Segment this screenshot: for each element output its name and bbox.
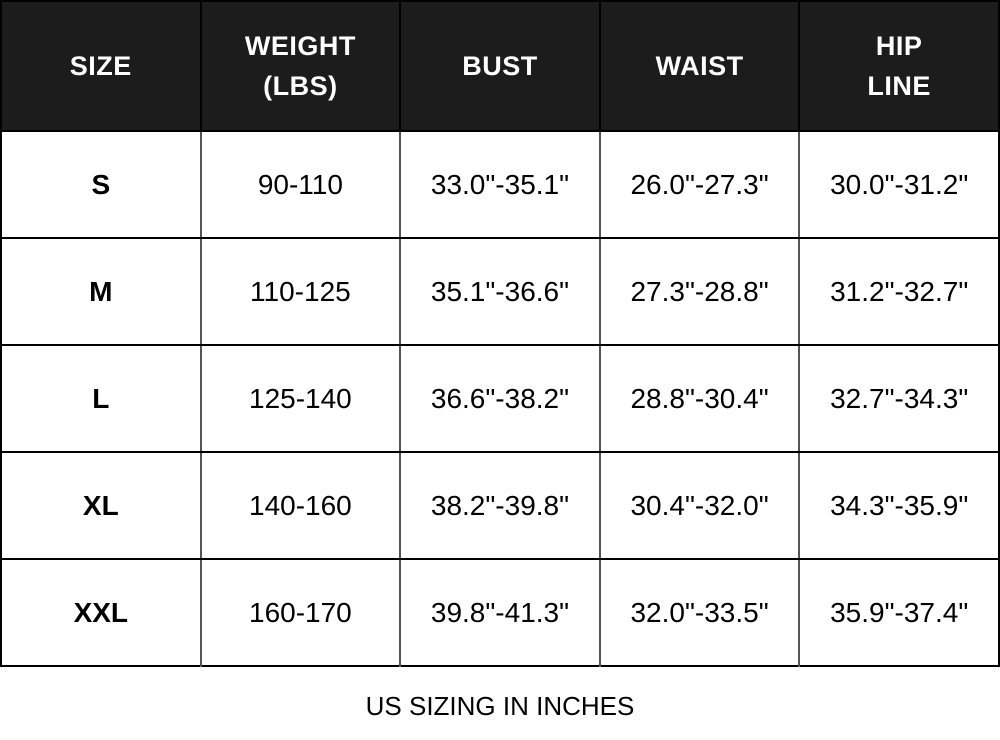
bust-cell: 36.6"-38.2" <box>400 345 601 453</box>
table-row-xxl: XXL 160-170 39.8"-41.3" 32.0"-33.5" 35.9… <box>1 559 999 666</box>
waist-cell: 26.0"-27.3" <box>599 131 801 239</box>
weight-cell: 110-125 <box>200 238 402 346</box>
header-waist: WAIST <box>599 1 801 132</box>
weight-cell: 125-140 <box>200 345 402 453</box>
hip-cell: 31.2"-32.7" <box>799 238 999 346</box>
waist-cell: 28.8"-30.4" <box>599 345 801 453</box>
size-chart-header: SIZE WEIGHT (LBS) BUST WAIST HIP LINE <box>1 1 999 132</box>
header-row: SIZE WEIGHT (LBS) BUST WAIST HIP LINE <box>1 1 999 132</box>
waist-cell: 27.3"-28.8" <box>599 238 801 346</box>
bust-cell: 35.1"-36.6" <box>400 238 601 346</box>
hip-cell: 30.0"-31.2" <box>799 131 999 239</box>
size-cell: L <box>1 345 202 453</box>
weight-cell: 90-110 <box>200 131 402 239</box>
table-row-m: M 110-125 35.1"-36.6" 27.3"-28.8" 31.2"-… <box>1 238 999 346</box>
bust-cell: 33.0"-35.1" <box>400 131 601 239</box>
header-weight: WEIGHT (LBS) <box>200 1 402 132</box>
size-chart-body: S 90-110 33.0"-35.1" 26.0"-27.3" 30.0"-3… <box>1 131 999 666</box>
size-cell: M <box>1 238 202 346</box>
table-row-s: S 90-110 33.0"-35.1" 26.0"-27.3" 30.0"-3… <box>1 131 999 239</box>
size-chart-table: SIZE WEIGHT (LBS) BUST WAIST HIP LINE S … <box>0 0 1000 667</box>
bust-cell: 39.8"-41.3" <box>400 559 601 666</box>
weight-cell: 140-160 <box>200 452 402 560</box>
hip-cell: 35.9"-37.4" <box>799 559 999 666</box>
size-cell: S <box>1 131 202 239</box>
size-cell: XL <box>1 452 202 560</box>
sizing-note: US SIZING IN INCHES <box>365 691 635 721</box>
header-size: SIZE <box>1 1 202 132</box>
table-row-l: L 125-140 36.6"-38.2" 28.8"-30.4" 32.7"-… <box>1 345 999 453</box>
hip-cell: 34.3"-35.9" <box>799 452 999 560</box>
weight-cell: 160-170 <box>200 559 402 666</box>
header-bust: BUST <box>400 1 601 132</box>
waist-cell: 30.4"-32.0" <box>599 452 801 560</box>
size-cell: XXL <box>1 559 202 666</box>
waist-cell: 32.0"-33.5" <box>599 559 801 666</box>
table-row-xl: XL 140-160 38.2"-39.8" 30.4"-32.0" 34.3"… <box>1 452 999 560</box>
bust-cell: 38.2"-39.8" <box>400 452 601 560</box>
hip-cell: 32.7"-34.3" <box>799 345 999 453</box>
header-hip-line: HIP LINE <box>799 1 999 132</box>
